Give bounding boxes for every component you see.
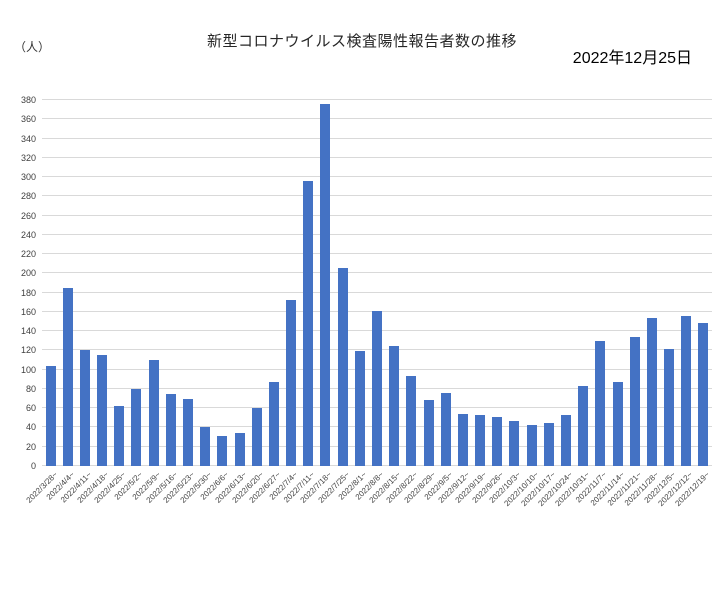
y-tick-label-60: 60 [25,403,36,414]
y-tick-label-80: 80 [25,383,36,394]
y-axis-unit-label: （人） [14,40,51,54]
bar-2022/11/28~ [646,317,657,466]
bar-2022/7/18~ [320,103,331,466]
bar-2022/5/30~ [200,426,211,466]
y-tick-label-260: 260 [20,210,36,221]
y-tick-label-240: 240 [20,229,36,240]
gridline-280 [42,195,712,197]
bar-2022/12/19~ [698,322,709,466]
gridline-180 [42,291,712,293]
gridline-200 [42,272,712,274]
bar-2022/7/4~ [286,300,297,466]
bar-2022/12/5~ [664,348,675,466]
bar-2022/8/8~ [372,310,382,466]
y-tick-label-320: 320 [20,152,36,163]
bar-2022/9/19~ [475,414,486,466]
bar-2022/11/21~ [629,336,640,466]
bar-2022/7/11~ [303,180,314,466]
bar-2022/5/16~ [165,393,176,466]
y-tick-label-180: 180 [20,287,36,298]
bar-2022/5/9~ [148,360,159,466]
bar-2022/8/1~ [354,351,365,466]
bar-2022/9/12~ [457,414,468,466]
bar-2022/7/25~ [337,267,348,466]
bar-2022/11/7~ [595,340,606,466]
bar-2022/9/5~ [440,392,451,466]
y-tick-label-300: 300 [20,172,36,183]
bar-2022/11/14~ [612,382,623,466]
gridline-360 [42,118,712,120]
bar-2022/10/31~ [578,386,589,466]
bar-2022/3/28~ [45,365,56,466]
report-date-label: 2022年12月25日 [572,50,692,67]
bar-2022/8/15~ [389,345,400,466]
gridline-380 [42,99,712,100]
y-tick-label-100: 100 [20,364,36,375]
y-tick-label-220: 220 [20,249,36,260]
bar-2022/8/22~ [406,376,417,466]
bar-2022/5/2~ [131,388,142,466]
bar-2022/4/25~ [114,406,125,466]
gridline-240 [42,233,712,235]
bar-2022/6/20~ [251,408,262,466]
gridline-320 [42,156,712,158]
gridline-220 [42,253,712,255]
bar-2022/4/11~ [79,350,90,466]
gridline-300 [42,176,712,178]
bar-2022/9/26~ [492,416,503,466]
chart-title: 新型コロナウイルス検査陽性報告者数の推移 [206,33,517,50]
bar-2022/10/3~ [509,420,520,466]
y-tick-label-200: 200 [20,268,36,279]
bar-2022/10/10~ [526,424,537,466]
y-tick-label-360: 360 [20,114,36,125]
bar-2022/6/6~ [217,436,228,466]
bar-2022/4/18~ [97,355,108,466]
bar-2022/8/29~ [423,399,434,466]
y-tick-label-20: 20 [25,441,36,452]
bar-2022/10/17~ [543,422,554,466]
y-tick-label-340: 340 [20,133,36,144]
bar-2022/12/12~ [681,315,692,466]
y-tick-label-40: 40 [25,422,36,433]
y-tick-label-120: 120 [20,345,36,356]
bar-2022/5/23~ [183,398,194,466]
bar-2022/6/13~ [234,433,245,466]
gridline-260 [42,214,712,216]
bar-2022/10/24~ [560,414,571,466]
y-tick-label-380: 380 [20,95,36,105]
y-tick-label-160: 160 [20,306,36,317]
plot-area [42,99,712,466]
y-tick-label-140: 140 [20,326,36,337]
y-tick-label-0: 0 [30,461,36,471]
y-tick-label-280: 280 [20,191,36,202]
gridline-340 [42,137,712,139]
bar-2022/4/4~ [62,287,73,466]
bar-2022/6/27~ [268,382,279,466]
